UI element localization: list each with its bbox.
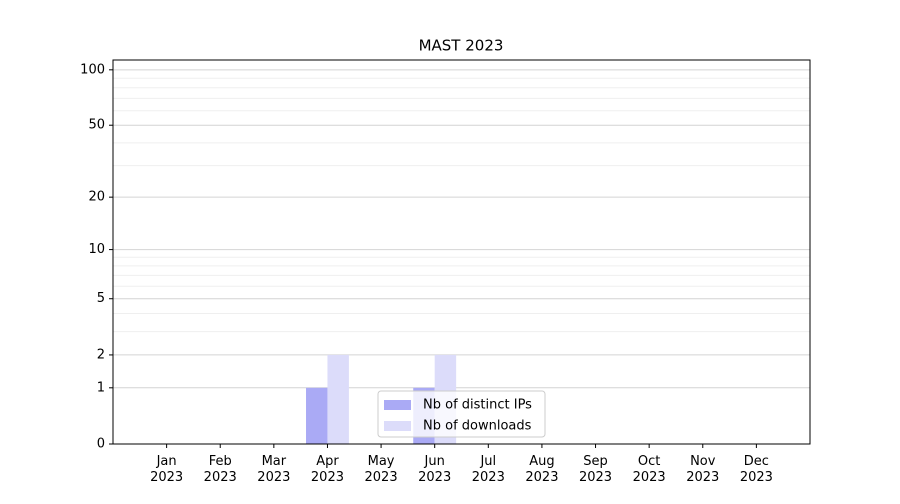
legend-box: [377, 390, 546, 438]
x-tick-label: Dec 2023: [740, 454, 773, 485]
chart-title: MAST 2023: [419, 37, 504, 55]
y-tick-label: 50: [88, 118, 105, 133]
x-tick-label: Aug 2023: [525, 454, 558, 485]
legend-swatch: [384, 400, 411, 410]
x-tick-label: Oct 2023: [633, 454, 666, 485]
y-tick-label: 1: [97, 380, 105, 395]
y-tick-label: 100: [80, 62, 105, 77]
legend-label: Nb of downloads: [423, 419, 532, 434]
x-tick-label: Jul 2023: [472, 454, 505, 485]
x-tick-label: May 2023: [365, 454, 398, 485]
x-tick-label: Mar 2023: [257, 454, 290, 485]
legend-swatch: [384, 421, 411, 431]
y-tick-label: 10: [88, 242, 105, 257]
y-tick-label: 2: [97, 347, 105, 362]
x-tick-label: Nov 2023: [686, 454, 719, 485]
x-tick-label: Feb 2023: [204, 454, 237, 485]
legend-label: Nb of distinct IPs: [423, 398, 532, 413]
y-tick-label: 20: [88, 190, 105, 205]
axes-frame: [112, 59, 811, 445]
x-tick-label: Jun 2023: [418, 454, 451, 485]
y-tick-label: 5: [97, 291, 105, 306]
bar: [306, 387, 328, 444]
bar: [327, 354, 349, 444]
y-tick-label: 0: [97, 437, 105, 452]
x-tick-label: Apr 2023: [311, 454, 344, 485]
x-tick-label: Sep 2023: [579, 454, 612, 485]
x-tick-label: Jan 2023: [150, 454, 183, 485]
